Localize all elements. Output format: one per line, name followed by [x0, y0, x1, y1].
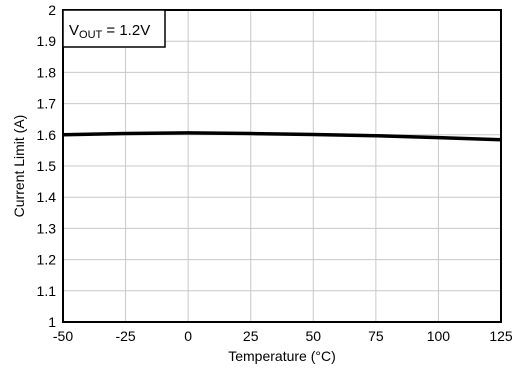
annotation-text: VOUT = 1.2V	[69, 22, 150, 41]
x-tick-label: 0	[184, 328, 192, 344]
y-tick-label: 1.5	[37, 158, 57, 174]
x-tick-label: 25	[243, 328, 259, 344]
y-tick-label: 1.6	[37, 127, 57, 143]
x-axis-title: Temperature (°C)	[228, 348, 336, 364]
y-tick-label: 1.7	[37, 96, 57, 112]
y-axis-ticks: 1 1.1 1.2 1.3 1.4 1.5 1.6 1.7 1.8 1.9 2	[37, 2, 57, 330]
x-tick-label: 125	[489, 328, 513, 344]
y-tick-label: 1.9	[37, 33, 57, 49]
y-tick-label: 2	[48, 2, 56, 18]
x-tick-label: -25	[115, 328, 135, 344]
annotation-rest: = 1.2V	[102, 22, 150, 39]
plot-frame	[62, 9, 502, 323]
x-axis-ticks: -50 -25 0 25 50 75 100 125	[53, 328, 513, 344]
annotation-sub: OUT	[79, 29, 103, 41]
series-layer	[62, 131, 502, 142]
x-tick-label: 75	[368, 328, 384, 344]
y-tick-label: 1	[48, 314, 56, 330]
y-tick-label: 1.8	[37, 64, 57, 80]
grid	[62, 9, 502, 323]
y-tick-label: 1.2	[37, 252, 57, 268]
x-tick-label: 50	[305, 328, 321, 344]
y-tick-label: 1.1	[37, 283, 57, 299]
annotation-main: V	[69, 22, 79, 39]
y-tick-label: 1.4	[37, 189, 57, 205]
x-tick-label: 100	[427, 328, 451, 344]
series-line	[62, 131, 502, 142]
annotation-frame	[62, 9, 166, 48]
y-tick-label: 1.3	[37, 220, 57, 236]
x-tick-label: -50	[53, 328, 73, 344]
y-axis-title: Current Limit (A)	[11, 115, 27, 218]
annotation-box: VOUT = 1.2V	[62, 9, 166, 48]
